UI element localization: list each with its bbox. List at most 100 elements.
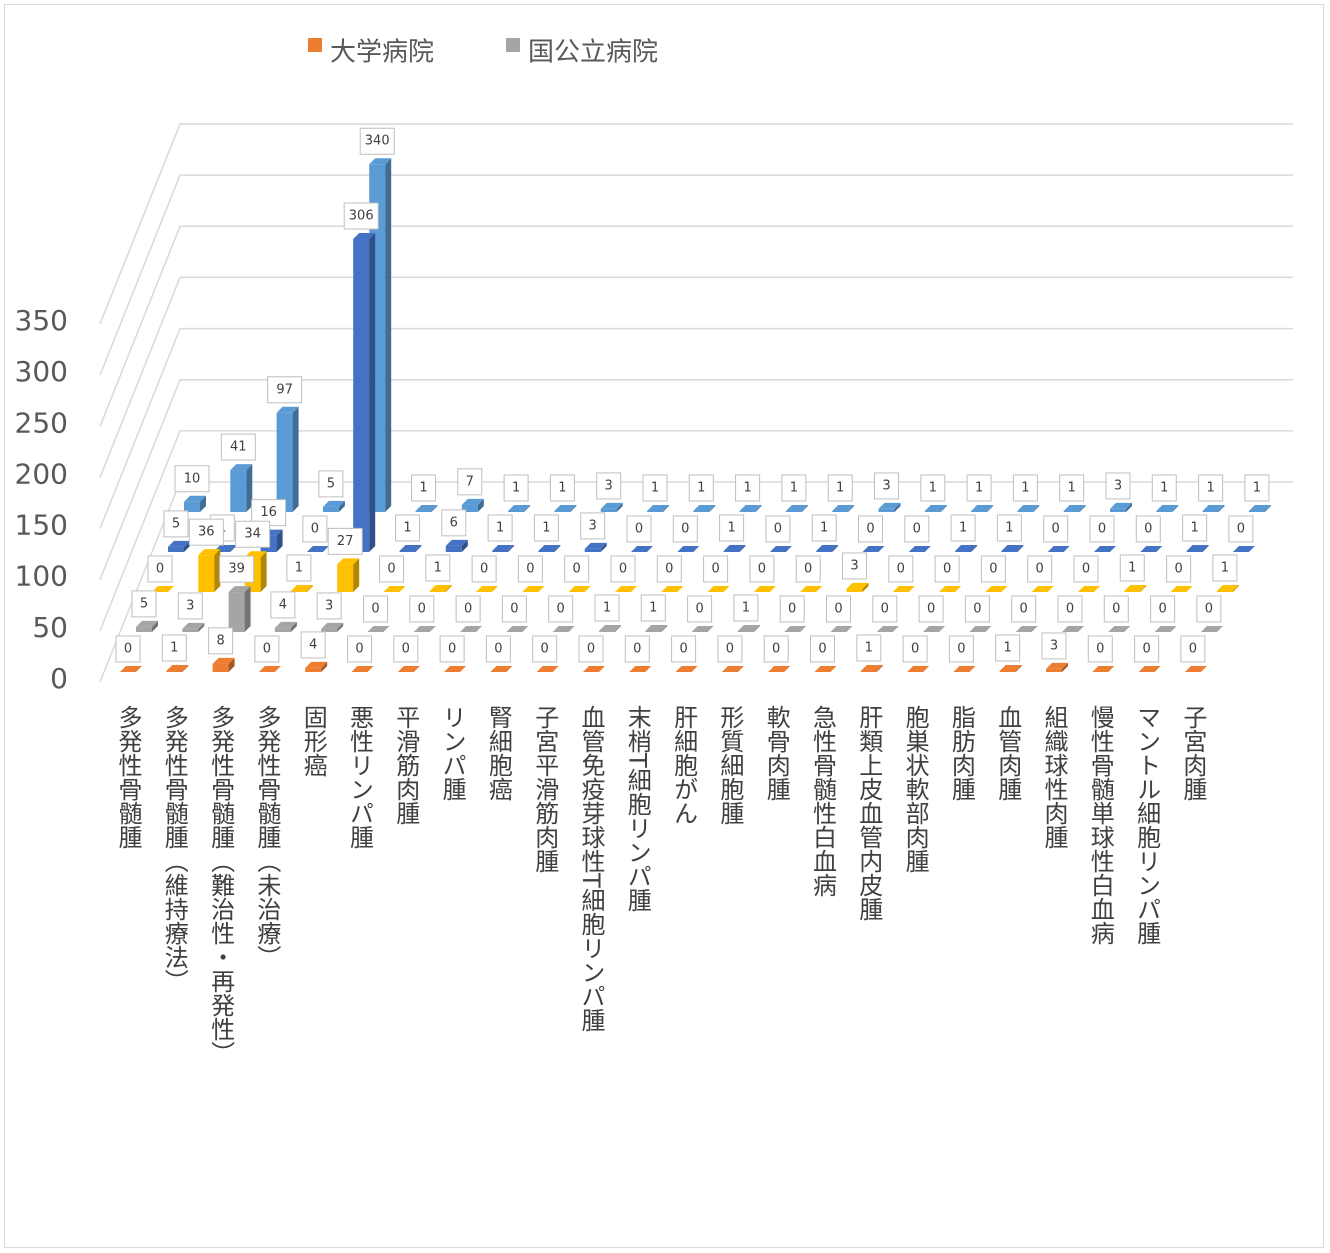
value-label-box bbox=[1196, 595, 1222, 623]
bar-top bbox=[568, 586, 591, 592]
bar-top bbox=[1046, 662, 1068, 669]
bar-side bbox=[338, 500, 345, 512]
bar-top bbox=[737, 624, 760, 631]
bar-top bbox=[1154, 626, 1177, 632]
value-label: 3 bbox=[186, 598, 194, 613]
bar-front bbox=[647, 510, 663, 512]
bar-top bbox=[554, 504, 577, 511]
bar-top bbox=[739, 504, 762, 511]
value-label: 4 bbox=[279, 597, 287, 612]
value-label: 1 bbox=[1128, 560, 1136, 575]
bar bbox=[383, 586, 406, 592]
bar bbox=[985, 586, 1008, 592]
bar-top bbox=[1110, 502, 1132, 509]
value-label: 0 bbox=[897, 562, 905, 577]
bar bbox=[1170, 586, 1193, 592]
value-label: 0 bbox=[387, 562, 395, 577]
bar-side bbox=[385, 158, 392, 512]
bar bbox=[1063, 504, 1086, 512]
bar bbox=[367, 626, 390, 632]
value-label-box bbox=[1087, 635, 1113, 663]
value-label-box bbox=[1043, 515, 1069, 543]
bar-front bbox=[274, 627, 291, 632]
bar bbox=[693, 504, 716, 512]
bar-side bbox=[200, 495, 206, 512]
value-label-box bbox=[115, 635, 141, 663]
bar-top bbox=[399, 544, 422, 551]
value-label: 0 bbox=[587, 642, 595, 657]
bar-side bbox=[184, 540, 190, 552]
bar bbox=[908, 546, 931, 552]
value-label-box bbox=[564, 555, 590, 583]
bar-top bbox=[258, 666, 281, 672]
bar-top bbox=[1063, 504, 1086, 511]
bar-front bbox=[737, 630, 754, 632]
bar bbox=[536, 666, 559, 672]
bar-top bbox=[1124, 584, 1147, 591]
bar-top bbox=[1248, 504, 1271, 511]
x-tick-label: 軟骨肉腫 bbox=[762, 705, 790, 801]
value-label-box bbox=[626, 515, 652, 543]
value-label: 1 bbox=[1005, 520, 1013, 535]
bar-top bbox=[832, 504, 855, 511]
bar-front bbox=[878, 508, 895, 512]
bar-front bbox=[166, 670, 183, 672]
value-label: 0 bbox=[619, 562, 627, 577]
bar bbox=[337, 558, 360, 592]
value-label-box bbox=[717, 635, 743, 663]
bar-front bbox=[290, 590, 307, 592]
value-label: 0 bbox=[957, 642, 965, 657]
bar bbox=[305, 661, 328, 672]
bar-top bbox=[1001, 544, 1024, 551]
bar-top bbox=[136, 620, 158, 627]
value-label: 0 bbox=[355, 642, 363, 657]
value-label-box bbox=[964, 595, 990, 623]
value-label-box bbox=[827, 474, 853, 502]
bar bbox=[258, 666, 281, 672]
value-label: 34 bbox=[244, 527, 261, 542]
bar-top bbox=[490, 666, 513, 672]
bar bbox=[1186, 544, 1209, 552]
bar bbox=[816, 544, 839, 552]
value-label: 1 bbox=[542, 520, 550, 535]
bar bbox=[645, 624, 668, 632]
bar-side bbox=[570, 504, 577, 512]
bar bbox=[1017, 504, 1040, 512]
value-label-box bbox=[948, 635, 974, 663]
value-label: 1 bbox=[1004, 640, 1012, 655]
bar-front bbox=[429, 590, 446, 592]
value-label: 5 bbox=[172, 516, 180, 531]
bar-front bbox=[399, 550, 416, 552]
bar-top bbox=[1015, 626, 1038, 632]
bar bbox=[1094, 546, 1116, 552]
value-label: 1 bbox=[1021, 480, 1029, 495]
bar bbox=[415, 504, 438, 512]
bar-top bbox=[369, 158, 392, 165]
bar bbox=[351, 666, 374, 672]
value-label-box bbox=[286, 554, 312, 582]
bar-front bbox=[600, 508, 617, 512]
bar bbox=[814, 666, 837, 672]
value-label-box bbox=[1073, 555, 1099, 583]
value-label: 0 bbox=[510, 602, 518, 617]
value-label-box bbox=[1212, 554, 1238, 582]
bar bbox=[1046, 662, 1068, 672]
value-label: 1 bbox=[820, 520, 828, 535]
bar-side bbox=[832, 544, 839, 552]
value-label-box bbox=[763, 635, 789, 663]
bar-side bbox=[1062, 662, 1068, 672]
bar-side bbox=[600, 542, 607, 552]
value-label-box bbox=[532, 635, 558, 663]
bar bbox=[1031, 586, 1054, 592]
value-label-box bbox=[254, 635, 280, 663]
value-label-box bbox=[267, 376, 303, 404]
bar-top bbox=[584, 542, 607, 549]
value-label-box bbox=[302, 515, 328, 543]
bar-front bbox=[276, 412, 293, 512]
bar bbox=[1156, 504, 1179, 512]
value-label-box bbox=[1105, 472, 1131, 500]
value-label-box bbox=[1059, 474, 1085, 502]
bar-top bbox=[939, 586, 962, 592]
value-label-box bbox=[735, 474, 761, 502]
